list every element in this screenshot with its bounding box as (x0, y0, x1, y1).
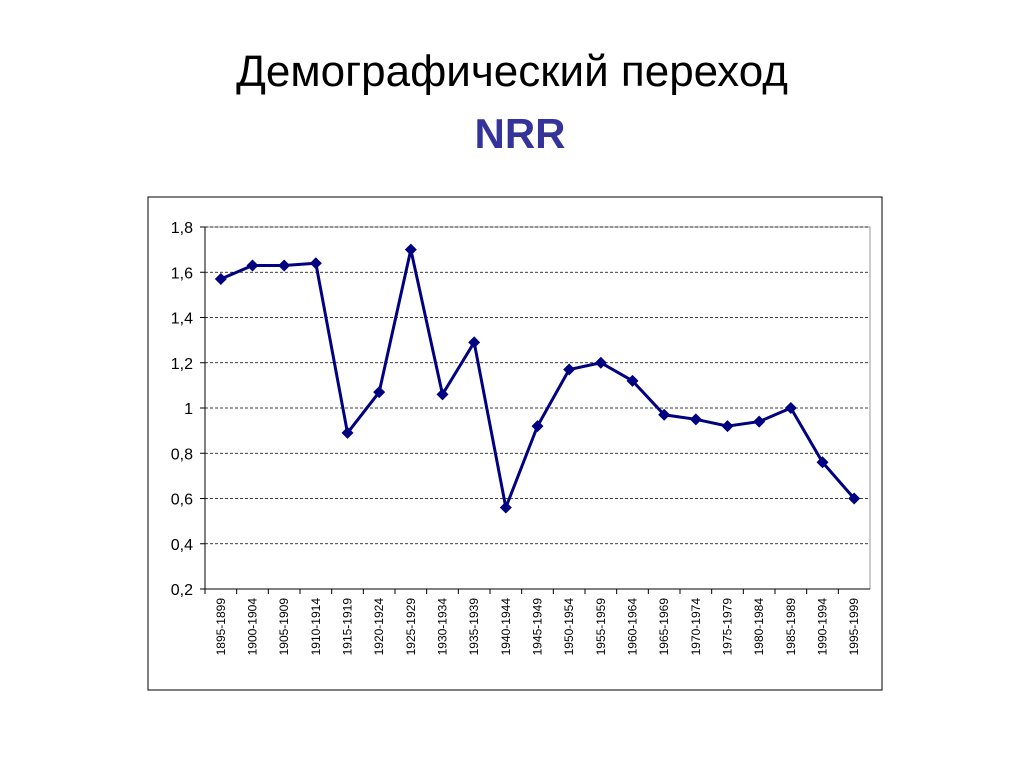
y-tick-label: 0,8 (171, 446, 193, 463)
marker (246, 259, 259, 272)
chart-frame (147, 196, 883, 691)
marker (214, 273, 227, 286)
x-tick-label: 1900-1904 (246, 598, 260, 656)
marker (436, 388, 449, 401)
marker (721, 420, 734, 433)
marker (784, 402, 797, 414)
x-tick-label: 1905-1909 (277, 598, 291, 656)
x-tick-label: 1910-1914 (309, 598, 323, 656)
x-tick-label: 1950-1954 (562, 598, 576, 656)
x-tick-label: 1965-1969 (657, 598, 671, 656)
marker (404, 243, 417, 256)
marker (468, 336, 481, 349)
y-tick-label: 0,2 (171, 582, 193, 599)
x-tick-label: 1935-1939 (467, 598, 481, 656)
marker (531, 420, 544, 433)
marker (689, 413, 702, 426)
marker (499, 501, 512, 514)
y-tick-label: 1,6 (171, 265, 193, 282)
line (220, 249, 856, 513)
y-tick-label: 1,8 (171, 220, 193, 237)
marker (658, 408, 671, 421)
x-tick-label: 1955-1959 (594, 598, 608, 656)
x-tick-label: 1915-1919 (341, 598, 355, 656)
x-tick-label: 1985-1989 (784, 598, 798, 656)
marker (373, 386, 386, 399)
marker (309, 257, 322, 270)
marker (594, 356, 607, 369)
x-tick-label: 1995-1999 (847, 598, 861, 656)
x-tick-label: 1930-1934 (436, 598, 450, 656)
marker (848, 492, 861, 505)
chart-subtitle: NRR (475, 110, 566, 157)
x-tick-label: 1960-1964 (626, 598, 640, 656)
marker (626, 374, 639, 387)
y-tick-label: 1,4 (171, 311, 193, 328)
marker (278, 259, 291, 272)
marker (753, 415, 766, 428)
x-tick-label: 1895-1899 (214, 598, 228, 656)
x-tick-label: 1975-1979 (721, 598, 735, 656)
marker (341, 426, 354, 439)
chart-title: Демографический переход (236, 47, 788, 96)
x-tick-label: 1940-1944 (499, 598, 513, 656)
marker (816, 456, 829, 469)
y-tick-label: 0,4 (171, 537, 193, 554)
x-tick-label: 1945-1949 (531, 598, 545, 656)
y-tick-label: 1 (184, 401, 193, 418)
x-tick-label: 1990-1994 (816, 598, 830, 656)
y-tick-label: 0,6 (171, 492, 193, 509)
x-tick-label: 1925-1929 (404, 598, 418, 656)
x-tick-label: 1980-1984 (752, 598, 766, 656)
marker (563, 363, 576, 376)
x-tick-label: 1970-1974 (689, 598, 703, 656)
x-tick-label: 1920-1924 (372, 598, 386, 656)
y-tick-label: 1,2 (171, 356, 193, 373)
